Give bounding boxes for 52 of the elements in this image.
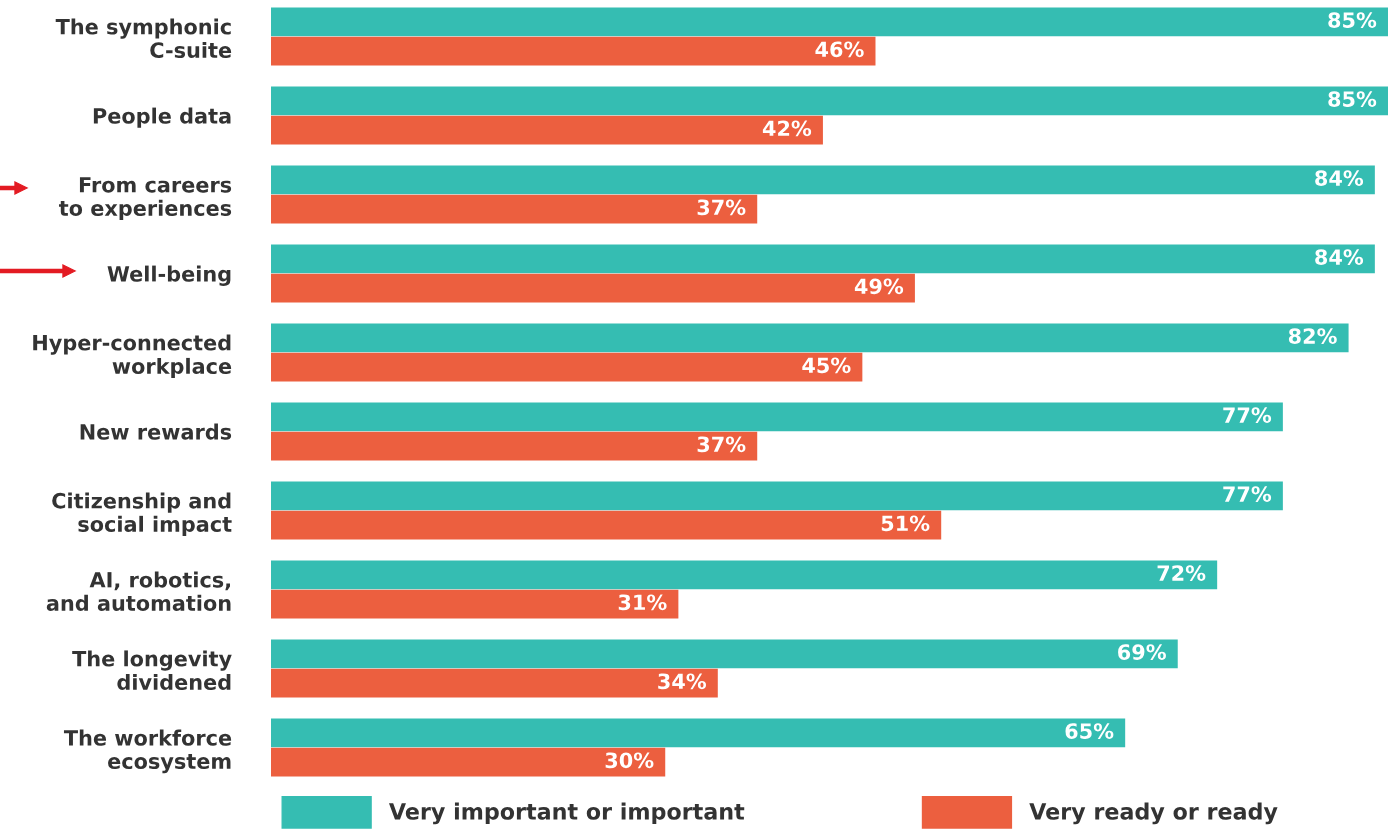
y-tick-label: Well-being [107, 265, 231, 286]
data-label: 77% [1223, 486, 1272, 502]
bar [271, 668, 718, 698]
bar [271, 402, 1283, 432]
y-tick-label: People data [93, 107, 231, 128]
data-label: 84% [1315, 170, 1364, 186]
data-label: 65% [1065, 723, 1114, 739]
bar [271, 481, 1283, 511]
data-label: 42% [762, 120, 812, 137]
data-label: 77% [1223, 407, 1272, 423]
data-label: 72% [1157, 565, 1206, 581]
bar [271, 273, 915, 303]
y-tick-label: Citizenship and social impact [52, 492, 232, 536]
bar [271, 323, 1349, 353]
bar [271, 510, 942, 540]
bar [271, 36, 876, 66]
y-tick-label: AI, robotics, and automation [46, 571, 231, 611]
data-label: 51% [881, 515, 930, 532]
bar [271, 7, 1388, 37]
bar [271, 115, 823, 145]
data-label: 82% [1288, 328, 1337, 344]
bar [271, 747, 666, 777]
legend-label: Very ready or ready [1029, 802, 1278, 825]
data-label: 69% [1118, 644, 1166, 660]
bar [271, 431, 758, 461]
legend-label: Very important or important [388, 802, 745, 825]
data-label: 49% [854, 278, 904, 295]
data-label: 45% [802, 357, 851, 374]
bar [271, 165, 1375, 195]
bar [271, 718, 1126, 748]
y-tick-label: The workforce ecosystem [63, 729, 232, 774]
bar [271, 352, 863, 382]
bar [271, 86, 1388, 116]
data-label: 31% [618, 594, 667, 611]
y-tick-label: Hyper-connected workplace [33, 334, 232, 379]
bar [271, 560, 1218, 590]
data-label: 37% [697, 436, 746, 453]
bar [271, 244, 1375, 274]
bar [271, 194, 758, 224]
data-label: 85% [1328, 12, 1377, 28]
data-label: 30% [605, 752, 654, 769]
data-label: 37% [697, 199, 746, 216]
data-label: 46% [815, 41, 864, 58]
bar [271, 639, 1178, 669]
data-label: 85% [1328, 91, 1377, 107]
data-label: 84% [1315, 249, 1364, 265]
y-tick-label: From careers to experiences [58, 177, 232, 220]
y-tick-label: The longevity dividened [72, 650, 232, 691]
bar [271, 589, 679, 619]
data-label: 34% [658, 673, 707, 690]
y-tick-label: The symphonic C-suite [55, 18, 232, 59]
y-tick-label: New rewards [80, 423, 232, 440]
